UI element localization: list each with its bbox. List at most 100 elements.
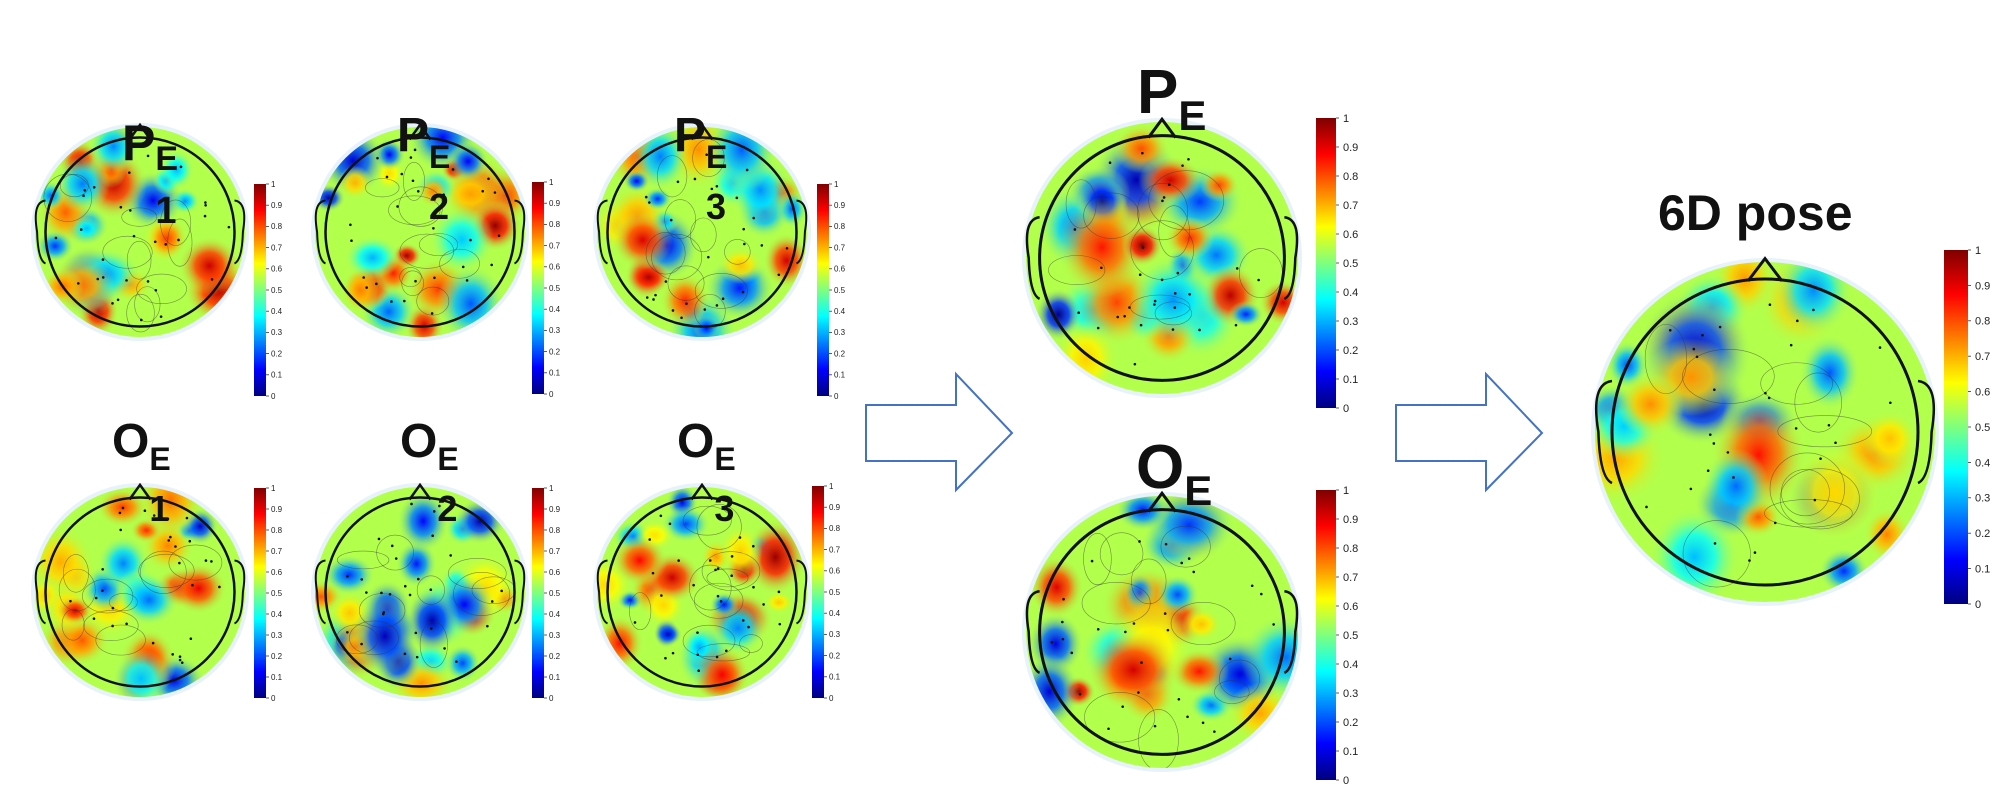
ear-icon xyxy=(314,199,327,265)
colorbar-o2: 0 0.1 0.2 0.3 0.4 0.5 0.6 0.7 0.8 0.9 1 xyxy=(532,484,561,703)
colorbar-tick-label: 1 xyxy=(829,482,834,491)
colorbar-tick-label: 0.5 xyxy=(829,588,841,597)
nose-icon xyxy=(690,482,714,501)
topomap-field xyxy=(597,127,807,337)
colorbar-tick-label: 0.3 xyxy=(271,328,283,337)
colorbar-tick-label: 0.7 xyxy=(549,241,561,250)
colorbar-tick-label: 0 xyxy=(829,694,834,703)
colorbar-tick-label: 0.1 xyxy=(834,371,846,380)
colorbar-tick-label: 0.2 xyxy=(549,347,561,356)
nose-icon xyxy=(128,482,152,501)
ear-icon xyxy=(596,559,609,625)
head-outline xyxy=(44,496,236,688)
colorbar-tick-label: 0.1 xyxy=(271,673,283,682)
colorbar-oe: 0 0.1 0.2 0.3 0.4 0.5 0.6 0.7 0.8 0.9 1 xyxy=(1316,485,1358,787)
colorbar-tick-label: 0.6 xyxy=(271,265,283,274)
colorbar-tick-label: 0.3 xyxy=(549,631,561,640)
colorbar-tick-label: 0.9 xyxy=(1343,142,1358,154)
colorbar-tick-label: 0.6 xyxy=(549,263,561,272)
colorbar-tick-label: 0.3 xyxy=(834,328,846,337)
topomap-o1 xyxy=(31,482,249,701)
colorbar-tick-label: 0.8 xyxy=(271,222,283,231)
colorbar-tick-label: 0.8 xyxy=(829,524,841,533)
colorbar-tick-label: 0.6 xyxy=(834,265,846,274)
colorbar-tick-label: 0.5 xyxy=(1975,422,1990,434)
colorbar-tick-label: 0.3 xyxy=(1343,688,1358,700)
colorbar-tick-label: 0.9 xyxy=(1975,280,1990,292)
topomap-field xyxy=(315,487,525,697)
ear-icon xyxy=(1917,379,1935,485)
colorbar-tick-label: 0.1 xyxy=(829,673,841,682)
colorbar-pose: 0 0.1 0.2 0.3 0.4 0.5 0.6 0.7 0.8 0.9 1 xyxy=(1944,245,1990,611)
ear-icon xyxy=(1595,379,1613,485)
colorbar-gradient xyxy=(532,488,544,698)
colorbar-tick-label: 0.9 xyxy=(549,199,561,208)
colorbar-tick-label: 0.7 xyxy=(829,545,841,554)
topomap-field xyxy=(1026,496,1298,768)
ear-icon xyxy=(34,559,47,625)
colorbar-tick-label: 0.1 xyxy=(1343,374,1358,386)
colorbar-tick-label: 0.1 xyxy=(1343,746,1358,758)
nose-icon xyxy=(1147,116,1177,139)
colorbar-tick-label: 0.9 xyxy=(271,505,283,514)
ear-icon xyxy=(233,559,246,625)
colorbar-tick-label: 0 xyxy=(1343,775,1349,787)
colorbar-gradient xyxy=(1316,490,1336,780)
ear-icon xyxy=(795,559,808,625)
colorbar-tick-label: 0.2 xyxy=(271,349,283,358)
topomap-p1 xyxy=(31,122,249,341)
colorbar-tick-label: 0.1 xyxy=(1975,563,1990,575)
colorbar-tick-label: 0.6 xyxy=(549,568,561,577)
colorbar-tick-label: 0 xyxy=(271,694,276,703)
colorbar-tick-label: 0.2 xyxy=(271,652,283,661)
head-outline xyxy=(606,496,798,688)
ear-icon xyxy=(1025,589,1041,674)
nose-icon xyxy=(1147,490,1177,513)
ear-icon xyxy=(596,199,609,265)
colorbar-gradient xyxy=(1944,250,1968,604)
head-outline xyxy=(324,496,516,688)
colorbar-tick-label: 0.4 xyxy=(1975,457,1990,469)
colorbar-gradient xyxy=(532,182,544,394)
arrow-stage1-to-stage2 xyxy=(865,371,1014,493)
colorbar-tick-label: 0 xyxy=(834,392,839,401)
colorbar-tick-label: 0 xyxy=(549,694,554,703)
colorbar-tick-label: 0.6 xyxy=(1975,386,1990,398)
colorbar-p2: 0 0.1 0.2 0.3 0.4 0.5 0.6 0.7 0.8 0.9 1 xyxy=(532,178,561,399)
colorbar-tick-label: 0.3 xyxy=(549,326,561,335)
head-outline xyxy=(1038,134,1286,382)
colorbar-tick-label: 0.3 xyxy=(829,630,841,639)
colorbar-tick-label: 0.6 xyxy=(1343,601,1358,613)
topomap-field xyxy=(1026,122,1298,394)
colorbar-layer: 0 0.1 0.2 0.3 0.4 0.5 0.6 0.7 0.8 0.9 1 0 0.1 0.2 0.3 0… xyxy=(254,113,1990,787)
arrow-stage2-to-stage3 xyxy=(1395,371,1544,493)
colorbar-tick-label: 0.1 xyxy=(549,369,561,378)
colorbar-tick-label: 0.8 xyxy=(549,526,561,535)
colorbar-tick-label: 0.6 xyxy=(829,567,841,576)
colorbar-tick-label: 0.4 xyxy=(1343,287,1358,299)
ear-icon xyxy=(1025,215,1041,300)
colorbar-tick-label: 0.4 xyxy=(1343,659,1358,671)
colorbar-tick-label: 0 xyxy=(271,392,276,401)
colorbar-p1: 0 0.1 0.2 0.3 0.4 0.5 0.6 0.7 0.8 0.9 1 xyxy=(254,180,283,401)
topomap-field xyxy=(1595,262,1935,602)
colorbar-tick-label: 0 xyxy=(1975,599,1981,611)
colorbar-tick-label: 0.2 xyxy=(1975,528,1990,540)
colorbar-tick-label: 0.5 xyxy=(549,589,561,598)
ear-icon xyxy=(795,199,808,265)
topomap-p3 xyxy=(593,122,811,341)
colorbar-tick-label: 0.1 xyxy=(549,673,561,682)
topomap-layer xyxy=(31,116,1939,772)
colorbar-tick-label: 0.8 xyxy=(549,220,561,229)
colorbar-tick-label: 0.5 xyxy=(834,286,846,295)
ear-icon xyxy=(1283,215,1299,300)
colorbar-tick-label: 0 xyxy=(1343,403,1349,415)
nose-icon xyxy=(128,122,152,141)
colorbar-tick-label: 1 xyxy=(549,178,554,187)
